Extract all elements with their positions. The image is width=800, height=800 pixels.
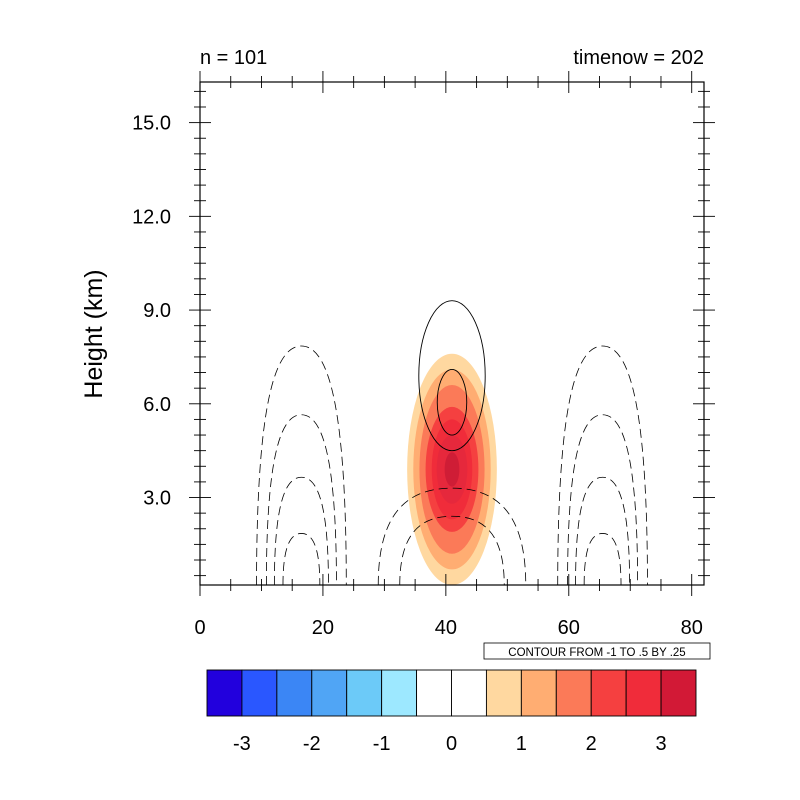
contour-lines [256, 300, 648, 585]
y-tick-label: 12.0 [132, 206, 171, 228]
colorbar-box [625, 669, 662, 717]
colorbar-box [451, 669, 487, 717]
colorbar: -3 -2 -1 0 1 2 3 [206, 669, 697, 755]
title-left: n = 101 [200, 47, 267, 69]
colorbar-box [276, 669, 313, 717]
negative-contour-line [282, 533, 321, 585]
colorbar-label: -2 [303, 733, 321, 755]
positive-contour-line [436, 368, 468, 436]
colorbar-box [416, 669, 452, 717]
title-right: timenow = 202 [573, 47, 704, 69]
x-tick-label: 80 [681, 617, 703, 639]
y-axis-label: Height (km) [80, 269, 108, 398]
negative-contour-line [583, 533, 622, 585]
colorbar-box [206, 669, 243, 717]
colorbar-label: 3 [656, 733, 667, 755]
colorbar-box [485, 669, 522, 717]
y-tick-label: 15.0 [132, 113, 171, 135]
filled-contour-level [444, 452, 460, 487]
negative-contour-line [399, 515, 505, 585]
axis-ticks: 0 20 40 60 80 3.0 6.0 9.0 12.0 15.0 [132, 71, 715, 639]
y-tick-label: 9.0 [143, 300, 171, 322]
x-tick-label: 40 [435, 617, 457, 639]
filled-contours [407, 353, 497, 585]
colorbar-label: -3 [233, 733, 251, 755]
info-label: CONTOUR FROM -1 TO .5 BY .25 [508, 647, 685, 659]
positive-contour-line [418, 300, 486, 452]
negative-contour-line [256, 345, 347, 585]
negative-contour-line [557, 345, 648, 585]
colorbar-box [346, 669, 383, 717]
colorbar-label: 2 [586, 733, 597, 755]
x-tick-label: 20 [312, 617, 334, 639]
colorbar-box [520, 669, 557, 717]
info-label-box: CONTOUR FROM -1 TO .5 BY .25 [483, 642, 711, 660]
negative-contour-line [265, 414, 337, 585]
colorbar-box [660, 669, 697, 717]
negative-contour-line [567, 414, 639, 585]
colorbar-label: -1 [373, 733, 391, 755]
x-tick-label: 0 [194, 617, 205, 639]
colorbar-box [241, 669, 278, 717]
y-tick-label: 6.0 [143, 394, 171, 416]
colorbar-box [311, 669, 348, 717]
negative-contour-line [575, 476, 631, 585]
colorbar-label: 1 [516, 733, 527, 755]
x-tick-label: 60 [558, 617, 580, 639]
colorbar-label: 0 [446, 733, 457, 755]
y-tick-label: 3.0 [143, 488, 171, 510]
colorbar-box [555, 669, 592, 717]
plot-frame [199, 81, 705, 586]
colorbar-box [381, 669, 418, 717]
colorbar-box [590, 669, 627, 717]
negative-contour-line [273, 476, 329, 585]
